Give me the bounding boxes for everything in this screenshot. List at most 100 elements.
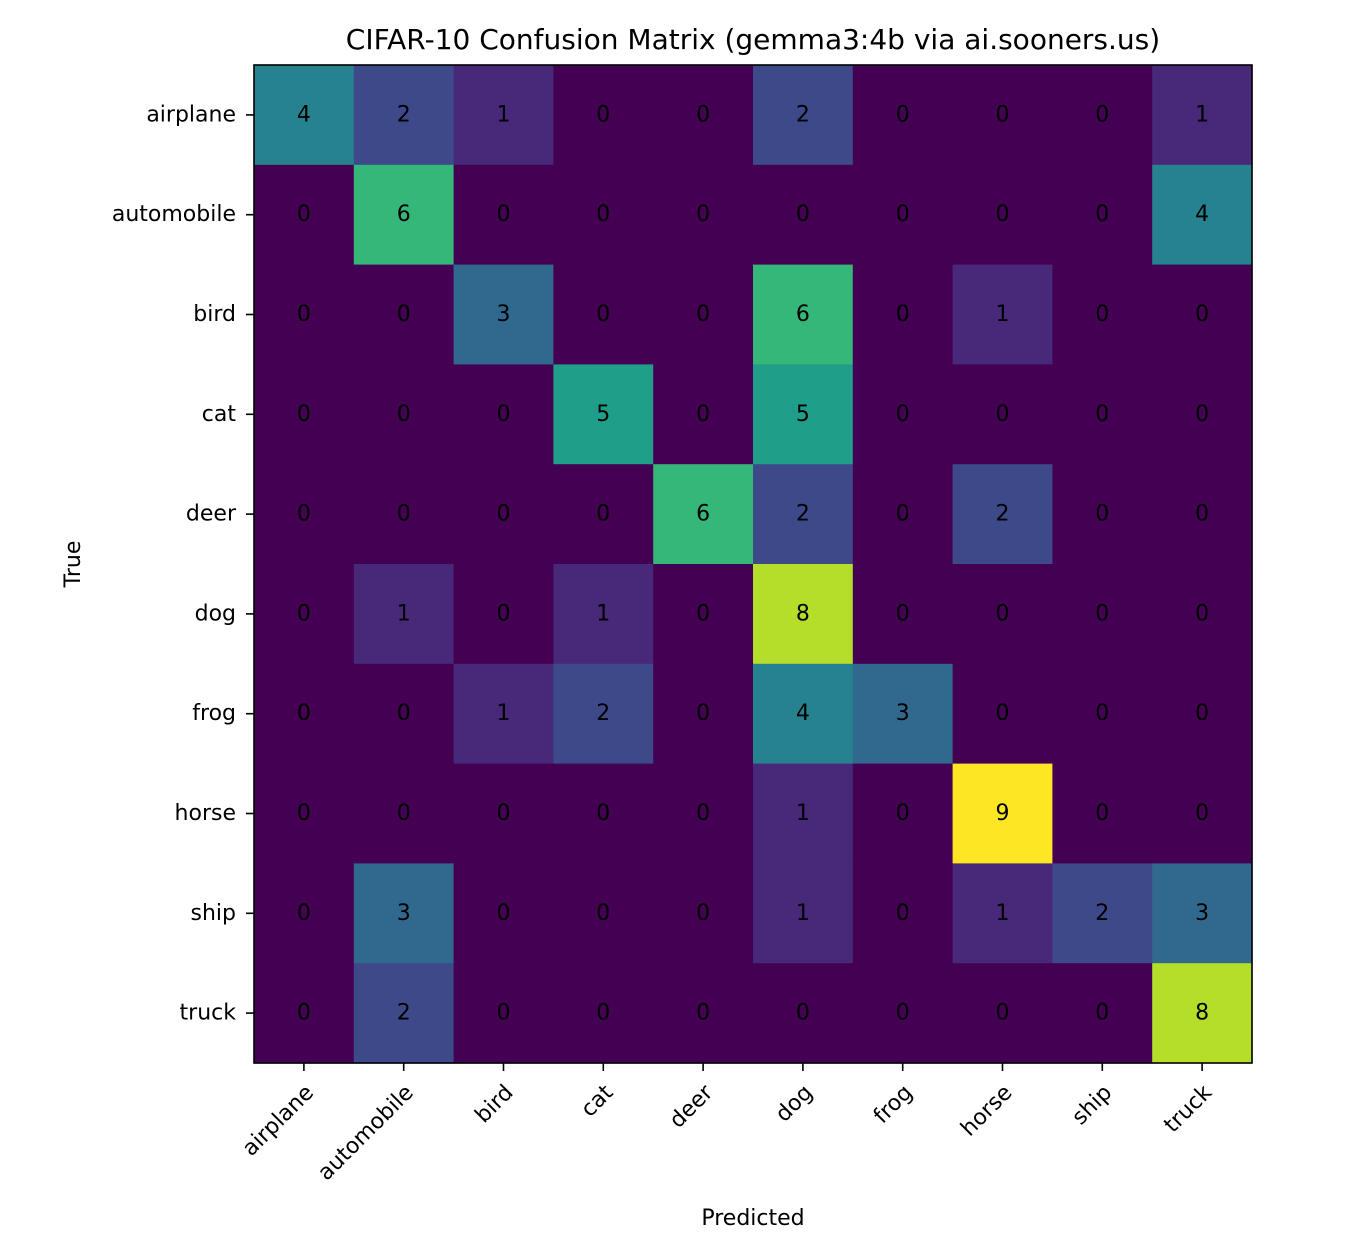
heatmap-cell-dog-frog bbox=[852, 564, 954, 665]
cell-value-label: 1 bbox=[397, 601, 411, 626]
heatmap-cell-automobile-dog bbox=[753, 164, 854, 266]
x-tick-label: deer bbox=[665, 1080, 719, 1134]
cell-value-label: 0 bbox=[896, 901, 910, 926]
heatmap-cell-horse-deer bbox=[653, 763, 754, 864]
cell-value-label: 8 bbox=[1195, 1001, 1209, 1026]
cell-value-label: 0 bbox=[1095, 102, 1109, 127]
cell-value-label: 0 bbox=[397, 701, 411, 726]
heatmap-cell-bird-deer bbox=[653, 264, 754, 365]
cell-value-label: 6 bbox=[696, 502, 710, 527]
y-axis-ticks: airplane automobile bird cat deer dog frog hors… bbox=[112, 102, 254, 1026]
heatmap-cell-ship-deer bbox=[653, 863, 754, 964]
x-tick-label: truck bbox=[1159, 1080, 1217, 1138]
cell-value-label: 0 bbox=[596, 202, 610, 227]
heatmap-cell-dog-cat bbox=[553, 564, 654, 665]
heatmap-cell-airplane-automobile bbox=[353, 65, 455, 166]
heatmap-cell-horse-ship bbox=[1052, 763, 1153, 864]
cell-value-label: 1 bbox=[596, 601, 610, 626]
cell-value-label: 0 bbox=[896, 502, 910, 527]
heatmap-cell-frog-cat bbox=[553, 663, 654, 765]
heatmap-cell-airplane-frog bbox=[852, 65, 954, 166]
heatmap-cell-horse-cat bbox=[553, 763, 654, 864]
heatmap-cell-deer-airplane bbox=[254, 464, 355, 565]
heatmap-cell-ship-ship bbox=[1052, 863, 1153, 964]
cell-value-label: 3 bbox=[896, 701, 910, 726]
heatmap-cell-frog-dog bbox=[753, 663, 854, 765]
y-tick-label: horse bbox=[175, 801, 236, 826]
cell-value-label: 0 bbox=[896, 202, 910, 227]
cell-value-label: 0 bbox=[297, 801, 311, 826]
y-tick-label: frog bbox=[192, 701, 236, 726]
heatmap-cell-horse-bird bbox=[453, 763, 554, 864]
cell-value-label: 8 bbox=[796, 601, 810, 626]
cell-value-label: 4 bbox=[1195, 202, 1209, 227]
cell-value-label: 0 bbox=[996, 402, 1010, 427]
heatmap-cell-bird-airplane bbox=[254, 264, 355, 365]
cell-value-label: 0 bbox=[397, 502, 411, 527]
heatmap-cell-automobile-automobile bbox=[353, 164, 455, 266]
cell-value-label: 3 bbox=[497, 302, 511, 327]
cell-value-label: 0 bbox=[1195, 402, 1209, 427]
heatmap-cell-dog-bird bbox=[453, 564, 554, 665]
heatmap-cell-airplane-bird bbox=[453, 65, 554, 166]
cell-value-label: 0 bbox=[1195, 801, 1209, 826]
cell-value-label: 0 bbox=[896, 801, 910, 826]
heatmap-cells bbox=[254, 65, 1253, 1064]
heatmap-cell-deer-bird bbox=[453, 464, 554, 565]
heatmap-cell-automobile-ship bbox=[1052, 164, 1153, 266]
cell-value-label: 0 bbox=[497, 1001, 511, 1026]
cell-value-label: 0 bbox=[696, 701, 710, 726]
heatmap-cell-ship-airplane bbox=[254, 863, 355, 964]
cell-value-label: 0 bbox=[696, 302, 710, 327]
heatmap-cell-automobile-airplane bbox=[254, 164, 355, 266]
heatmap-cell-automobile-truck bbox=[1152, 164, 1253, 266]
cell-value-label: 2 bbox=[596, 701, 610, 726]
heatmap-cell-cat-deer bbox=[653, 364, 754, 465]
cell-value-label: 0 bbox=[896, 601, 910, 626]
heatmap-cell-cat-truck bbox=[1152, 364, 1253, 465]
x-tick-label: horse bbox=[956, 1080, 1017, 1141]
cell-value-label: 0 bbox=[596, 901, 610, 926]
cell-value-label: 0 bbox=[1195, 302, 1209, 327]
heatmap-cell-truck-truck bbox=[1152, 963, 1253, 1064]
plot-frame bbox=[253, 64, 1253, 1064]
heatmap-cell-dog-horse bbox=[952, 564, 1053, 665]
cell-value-label: 2 bbox=[397, 1001, 411, 1026]
cell-value-label: 4 bbox=[297, 102, 311, 127]
heatmap-cell-deer-truck bbox=[1152, 464, 1253, 565]
heatmap-cell-bird-ship bbox=[1052, 264, 1153, 365]
cell-value-label: 3 bbox=[1195, 901, 1209, 926]
heatmap-cell-bird-dog bbox=[753, 264, 854, 365]
x-tick-label: ship bbox=[1067, 1080, 1117, 1130]
heatmap-cell-frog-airplane bbox=[254, 663, 355, 765]
heatmap-cell-ship-automobile bbox=[353, 863, 455, 964]
heatmap-cell-deer-frog bbox=[852, 464, 954, 565]
heatmap-cell-bird-horse bbox=[952, 264, 1053, 365]
cell-value-label: 0 bbox=[297, 701, 311, 726]
cell-value-label: 1 bbox=[996, 302, 1010, 327]
cell-value-label: 1 bbox=[796, 801, 810, 826]
cell-value-label: 0 bbox=[996, 202, 1010, 227]
heatmap-cell-frog-ship bbox=[1052, 663, 1153, 765]
heatmap-cell-deer-deer bbox=[653, 464, 754, 565]
heatmap-cell-frog-truck bbox=[1152, 663, 1253, 765]
y-tick-label: airplane bbox=[146, 102, 236, 127]
heatmap-cell-airplane-truck bbox=[1152, 65, 1253, 166]
heatmap-cell-ship-truck bbox=[1152, 863, 1253, 964]
heatmap-cell-ship-cat bbox=[553, 863, 654, 964]
heatmap-cell-truck-horse bbox=[952, 963, 1053, 1064]
heatmap-cell-frog-deer bbox=[653, 663, 754, 765]
y-tick-label: truck bbox=[180, 1001, 237, 1026]
x-axis-label: Predicted bbox=[701, 1206, 804, 1231]
heatmap-cell-cat-dog bbox=[753, 364, 854, 465]
cell-value-label: 0 bbox=[1195, 601, 1209, 626]
x-tick-label: dog bbox=[771, 1080, 818, 1127]
cell-value-label: 2 bbox=[796, 502, 810, 527]
cell-value-label: 0 bbox=[1095, 302, 1109, 327]
heatmap-cell-airplane-ship bbox=[1052, 65, 1153, 166]
cell-value-label: 0 bbox=[497, 901, 511, 926]
cell-value-label: 0 bbox=[896, 402, 910, 427]
cell-value-label: 0 bbox=[397, 801, 411, 826]
heatmap-cell-ship-dog bbox=[753, 863, 854, 964]
cell-value-label: 5 bbox=[596, 402, 610, 427]
